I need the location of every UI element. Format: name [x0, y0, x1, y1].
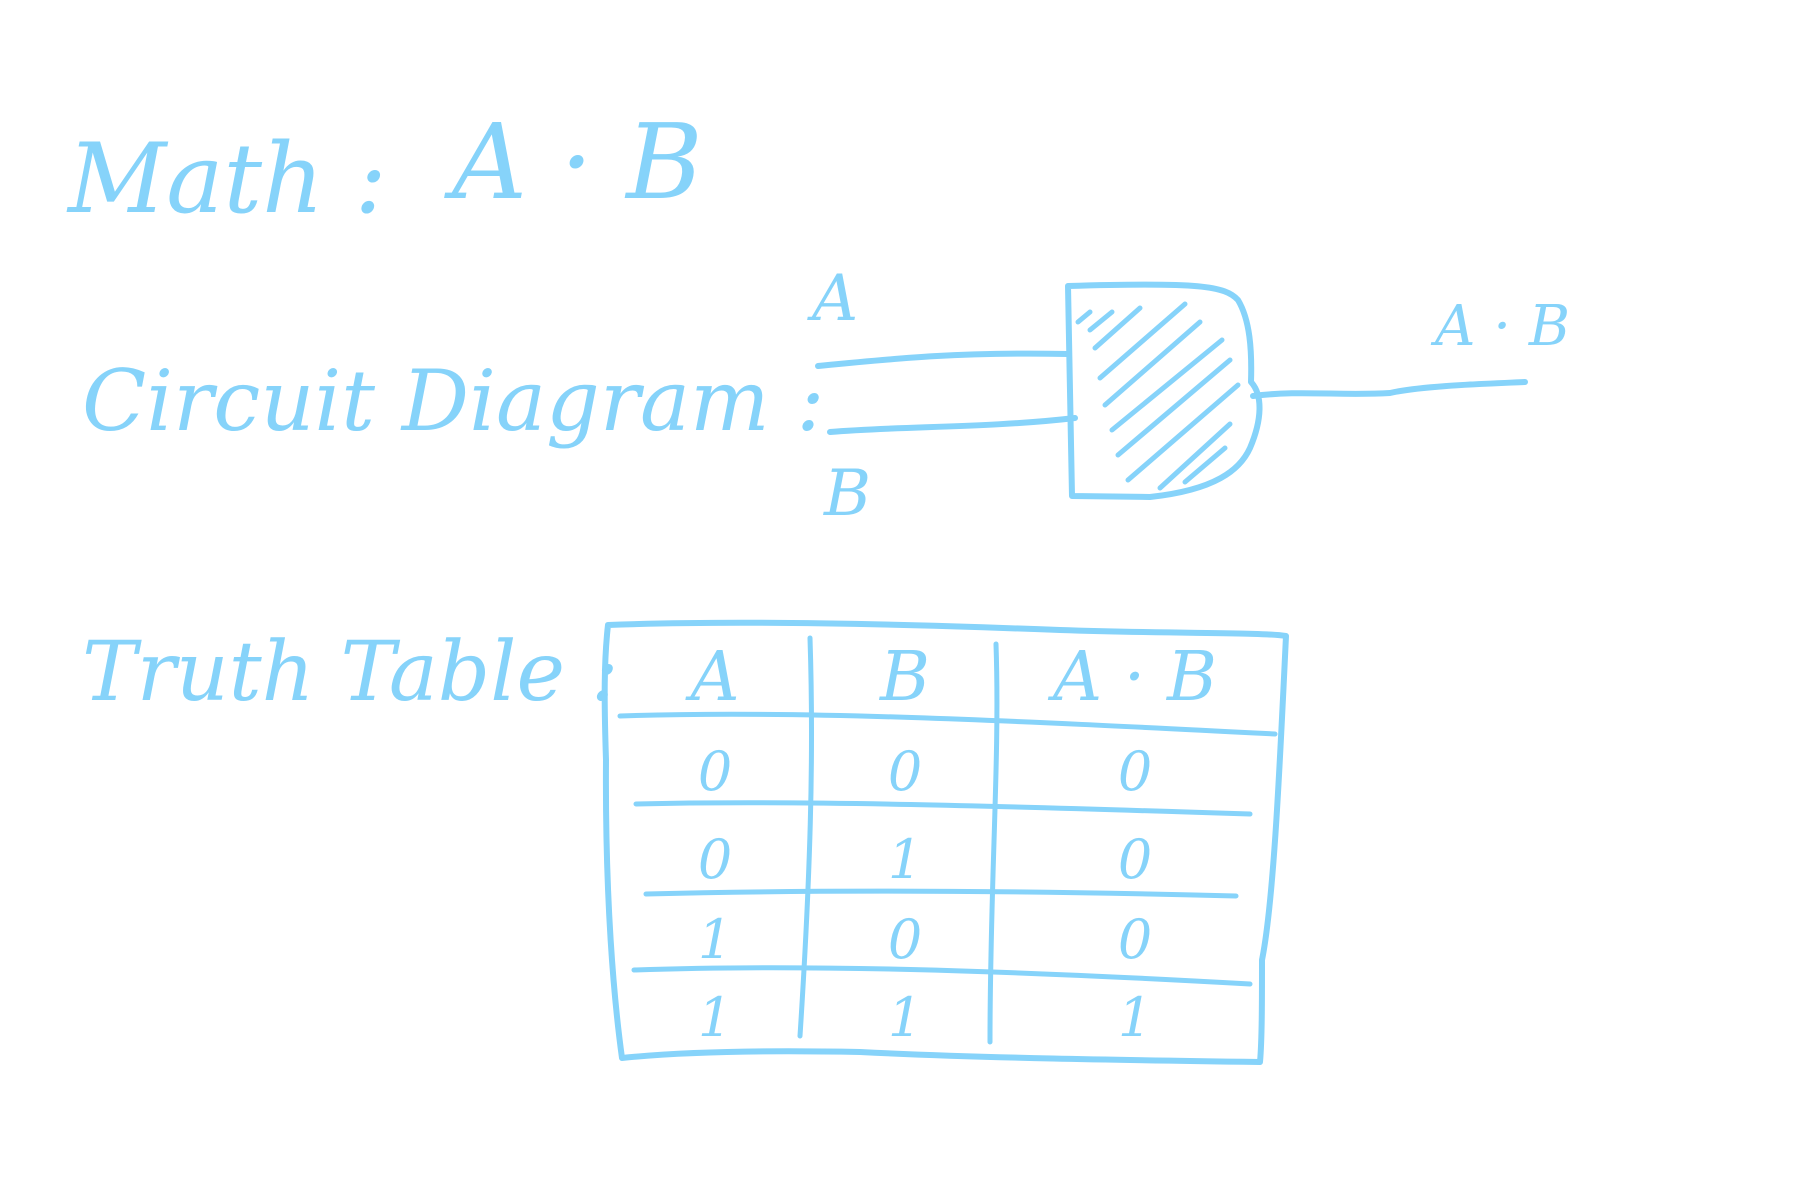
math-label: Math : [66, 123, 387, 235]
truth-table-column-divider-2 [987, 641, 1000, 1045]
truth-table-header-cell: B [878, 638, 930, 717]
truth-table-cell: 1 [888, 828, 922, 891]
truth-table-cell: 1 [888, 986, 922, 1049]
truth-table: A B A · B 0 0 0 0 1 0 1 0 0 1 1 1 [601, 619, 1289, 1065]
truth-table-header-cell: A [684, 638, 739, 717]
circuit-input-a-label: A [807, 262, 858, 336]
truth-table-cell: 0 [1118, 908, 1152, 971]
truth-table-cell: 1 [1118, 986, 1152, 1049]
truth-table-row-divider-3 [631, 965, 1253, 987]
math-expression: A · B [444, 101, 703, 223]
and-gate-hatching [1075, 301, 1241, 491]
truth-table-cell: 1 [698, 908, 732, 971]
truth-table-cell: 0 [1118, 828, 1152, 891]
truth-table-cell: 0 [698, 740, 732, 803]
truth-table-border [601, 619, 1289, 1065]
truth-table-label: Truth Table : [82, 625, 619, 720]
truth-table-cells: A B A · B 0 0 0 0 1 0 1 0 0 1 1 1 [684, 638, 1217, 1049]
truth-table-cell: 1 [698, 986, 732, 1049]
truth-table-header-divider [617, 711, 1278, 737]
and-gate [1065, 281, 1263, 500]
truth-table-cell: 0 [888, 740, 922, 803]
circuit-diagram-label: Circuit Diagram : [82, 352, 825, 450]
truth-table-row-divider-2 [643, 888, 1239, 899]
input-a-wire [815, 350, 1071, 369]
truth-table-cell: 0 [888, 908, 922, 971]
truth-table-row-divider-1 [633, 800, 1253, 817]
circuit-output-label: A · B [1430, 294, 1570, 359]
output-wire [1250, 379, 1528, 399]
truth-table-cell: 0 [698, 828, 732, 891]
truth-table-header-cell: A · B [1047, 638, 1217, 717]
truth-table-column-divider-1 [797, 635, 815, 1039]
circuit-input-b-label: B [823, 457, 871, 531]
truth-table-cell: 0 [1118, 740, 1152, 803]
input-b-wire [827, 415, 1078, 435]
